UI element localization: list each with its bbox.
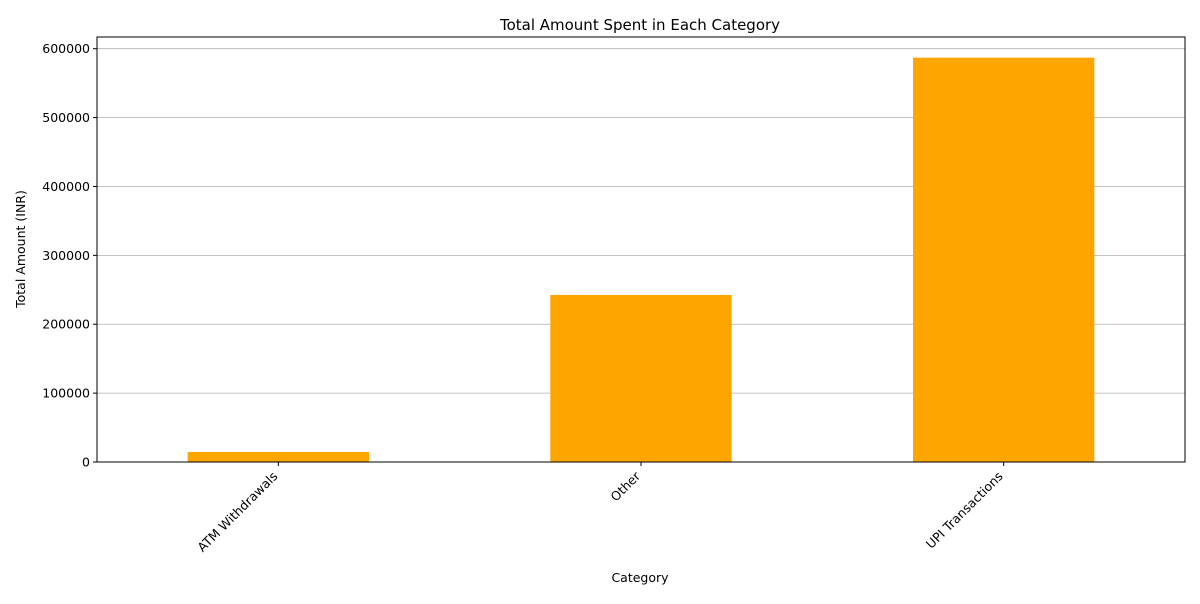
bar (913, 57, 1095, 463)
y-ticks: 0 100000 200000 300000 400000 500000 600000 (42, 41, 97, 470)
y-tick-label: 600000 (42, 41, 90, 56)
bar (187, 452, 369, 462)
bar (550, 294, 732, 462)
y-tick-label: 200000 (42, 317, 90, 332)
y-axis-label: Total Amount (INR) (13, 190, 28, 309)
y-tick-label: 100000 (42, 386, 90, 401)
y-tick-label: 400000 (42, 179, 90, 194)
y-tick-label: 300000 (42, 248, 90, 263)
y-tick-label: 500000 (42, 110, 90, 125)
x-axis-label: Category (611, 570, 669, 585)
y-tick-label: 0 (82, 455, 90, 470)
chart-title: Total Amount Spent in Each Category (499, 16, 780, 34)
bars (187, 57, 1095, 463)
